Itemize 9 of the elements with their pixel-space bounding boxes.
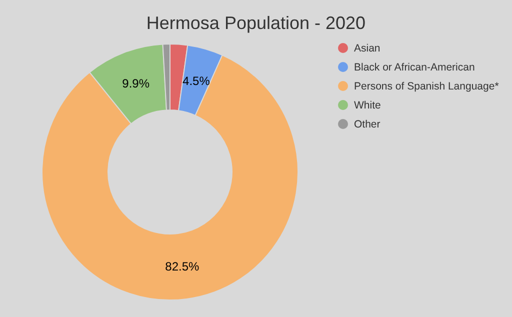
legend-label: Black or African-American: [354, 62, 475, 74]
chart-title: Hermosa Population - 2020: [146, 13, 366, 33]
legend-label: White: [354, 100, 381, 112]
legend-label: Asian: [354, 42, 380, 55]
legend-label: Persons of Spanish Language*: [354, 80, 499, 93]
data-label: 9.9%: [122, 76, 150, 91]
legend-label: Other: [354, 118, 381, 131]
data-label: 4.5%: [182, 74, 210, 88]
data-label: 82.5%: [165, 259, 200, 274]
